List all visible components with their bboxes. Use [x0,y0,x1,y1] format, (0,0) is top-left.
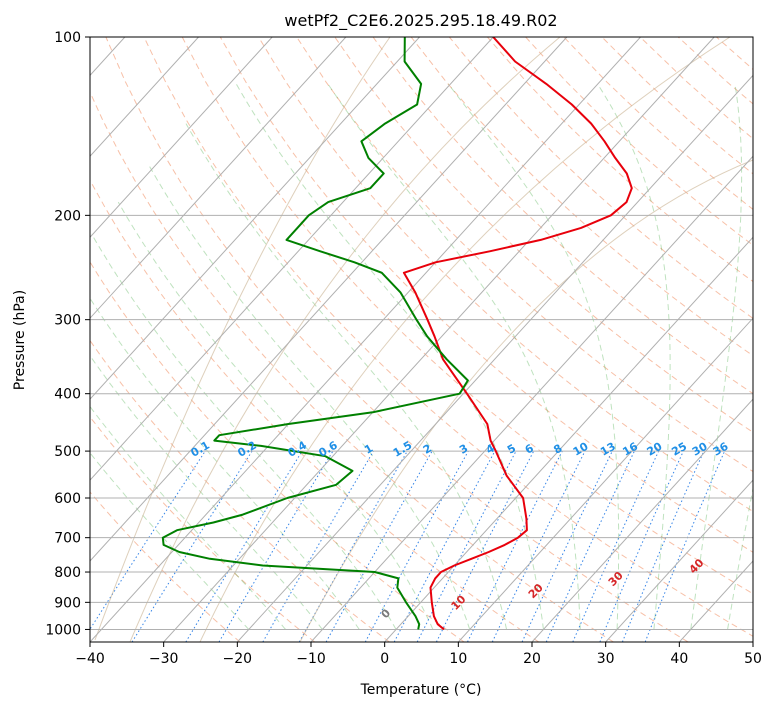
y-tick-label: 700 [54,531,81,547]
moist-adiabat-line [117,201,434,630]
moist-adiabat-line [90,405,286,630]
isotherm-line [531,398,753,642]
dry-adiabat-line [90,179,540,642]
x-tick-label: 10 [449,651,467,667]
isotherm-line [457,317,753,642]
chart-title: wetPf2_C2E6.2025.295.18.49.R02 [284,11,557,31]
mixing-ratio-line [599,450,684,642]
y-axis-label: Pressure (hPa) [12,290,28,390]
isotherm-line [90,37,568,562]
isotherm-line [236,74,753,642]
y-tick-label: 500 [54,444,81,460]
dry-adiabat-line [90,416,316,642]
y-tick-label: 1000 [45,622,81,638]
moist-adiabat-line [327,83,581,630]
y-tick-label: 100 [54,30,81,46]
x-tick-label: 20 [523,651,541,667]
x-tick-label: 30 [597,651,615,667]
dry-adiabat-line [90,261,465,642]
dewpoint-profile-line [161,37,469,630]
moist-adiabat-line [90,354,323,630]
dry-adiabat-line [258,37,753,513]
curved-guide-line [129,37,561,642]
curved-guide-line [94,37,391,641]
moist-adiabat-line [727,486,753,630]
dry-adiabat-line [105,37,689,642]
isotherm-line [384,236,753,642]
moist-adiabat-line [597,83,671,630]
y-tick-label: 200 [54,208,81,224]
y-tick-label: 900 [54,595,81,611]
mixing-ratio-line [298,450,408,642]
x-tick-label: −10 [296,651,326,667]
x-axis-label: Temperature (°C) [360,682,482,698]
isotherm-line [90,37,494,481]
isotherm-line [90,37,199,158]
y-tick-label: 600 [54,491,81,507]
moist-adiabat-line [690,83,743,630]
isotherm-line [90,37,273,238]
moist-adiabat-line [148,165,471,630]
x-tick-label: 50 [744,651,762,667]
x-tick-label: −40 [75,651,105,667]
moist-adiabat-line [90,297,360,630]
dry-adiabat-line [448,37,753,319]
moist-adiabat-line [447,83,620,630]
mixing-ratio-line [364,450,469,642]
y-tick-label: 400 [54,387,81,403]
isotherm-line [605,479,753,642]
mixing-ratio-line [325,450,433,642]
mixing-ratio-line [435,450,535,642]
dry-adiabat-line [487,37,753,283]
mixing-ratio-line [467,450,563,642]
isotherm-line [163,37,715,642]
mixing-ratio-line [185,450,303,642]
dry-adiabat-line [181,37,753,595]
dry-adiabat-line [410,37,753,357]
dry-adiabat-line [219,37,753,553]
mixing-ratio-line [131,450,253,642]
isotherm-line [90,37,641,642]
isotherm-line [90,37,347,319]
y-tick-label: 800 [54,565,81,581]
moist-adiabat-line [91,233,397,630]
x-tick-label: −20 [223,651,253,667]
curved-guide-line [299,159,753,642]
curved-guide-line [199,37,731,642]
temperature-profile-line [402,37,633,631]
isotherm-line [90,37,420,400]
dry-adiabat-line [90,491,241,642]
x-tick-label: −30 [149,651,179,667]
isotherm-line [310,155,753,642]
dry-adiabat-line [90,90,614,642]
mixing-ratio-line [90,450,206,631]
moist-adiabat-line [185,123,508,630]
plot-frame [89,36,754,643]
moist-adiabat-line [90,452,250,630]
mixing-ratio-line [572,450,660,642]
mixing-ratio-line [621,450,705,642]
x-tick-label: 40 [670,651,688,667]
y-tick-label: 300 [54,313,81,329]
x-tick-label: 0 [380,651,389,667]
